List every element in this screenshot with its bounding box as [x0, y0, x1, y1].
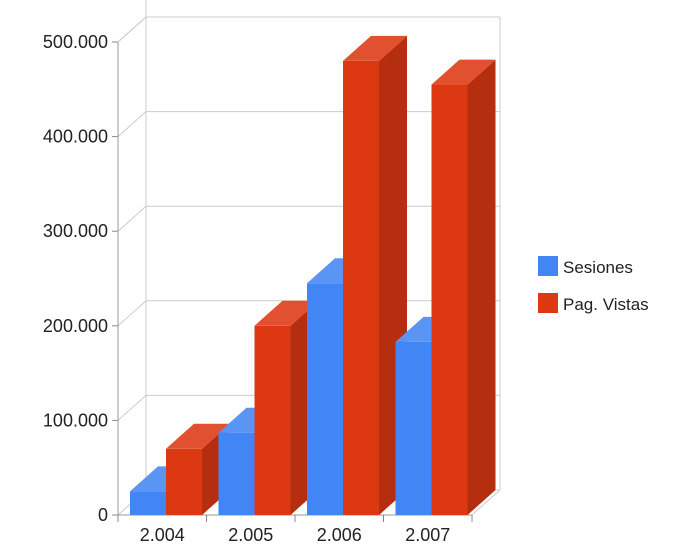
y-tick-label: 500.000	[43, 32, 108, 52]
bar-front	[166, 448, 202, 515]
bar-top	[431, 59, 496, 85]
gridline-side-2	[117, 300, 147, 327]
legend: Sesiones Pag. Vistas	[538, 256, 649, 314]
bar-top	[343, 35, 407, 61]
x-tick-label: 2.004	[140, 525, 185, 545]
y-tick-label: 300.000	[43, 221, 108, 241]
y-tick-label: 100.000	[43, 410, 108, 430]
gridline-side-4	[117, 111, 147, 137]
x-tick-label: 2.006	[317, 525, 362, 545]
bar-front	[395, 341, 432, 515]
top-side-edge	[117, 16, 147, 43]
bar-front	[254, 325, 291, 515]
legend-item: Pag. Vistas	[538, 293, 649, 314]
gridline-side-1	[117, 395, 147, 421]
bar-top	[254, 300, 319, 326]
bar-front	[343, 60, 379, 516]
y-tick-label: 0	[98, 505, 108, 525]
x-tick-label: 2.007	[405, 525, 450, 545]
bar-top	[166, 423, 230, 449]
legend-label: Pag. Vistas	[563, 295, 649, 314]
y-axis-ticks: 0 100.000 200.000 300.000 400.000 500.000	[43, 32, 108, 525]
bar	[431, 59, 496, 515]
x-tick-label: 2.005	[228, 525, 273, 545]
bars	[130, 35, 496, 516]
floor-right-edge	[471, 489, 501, 516]
legend-swatch	[538, 293, 558, 313]
bar-front	[218, 432, 255, 515]
x-axis-ticks: 2.004 2.005 2.006 2.007	[140, 525, 451, 545]
bar-side	[467, 59, 496, 515]
legend-swatch	[538, 256, 558, 276]
bar-front	[431, 84, 468, 515]
legend-label: Sesiones	[563, 258, 633, 277]
legend-item: Sesiones	[538, 256, 633, 277]
y-tick-label: 400.000	[43, 127, 108, 147]
bar-front	[307, 283, 343, 515]
y-tick-label: 200.000	[43, 316, 108, 336]
gridline-side-3	[117, 205, 147, 232]
bar-front	[130, 491, 166, 515]
